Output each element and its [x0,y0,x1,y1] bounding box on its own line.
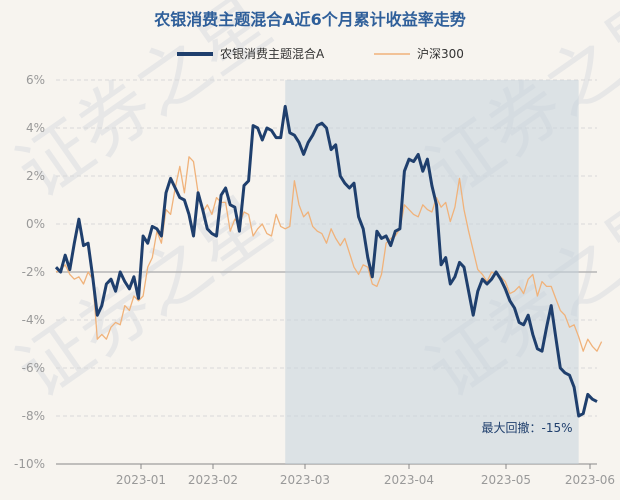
y-tick-label: 2% [26,169,45,183]
y-tick-label: -2% [22,265,45,279]
x-tick-label: 2023-05 [481,473,531,487]
y-tick-label: -4% [22,313,45,327]
max-drawdown-note: 最大回撤：-15% [481,420,572,435]
series-lines [54,104,603,418]
y-tick-label: 6% [26,73,45,87]
x-tick-label: 2023-02 [188,473,238,487]
series-line-fund [54,104,598,418]
y-tick-label: 4% [26,121,45,135]
legend: 农银消费主题混合A 沪深300 [177,46,464,61]
x-axis-ticks: 2023-01 2023-02 2023-03 2023-04 2023-05 2023-… [116,464,615,487]
series-line-index [55,156,603,352]
y-axis-ticks: 6% 4% 2% 0% -2% -4% -6% -8% -10% [14,73,45,471]
x-tick-label: 2023-01 [116,473,166,487]
y-tick-label: -8% [22,409,45,423]
x-tick-label: 2023-03 [280,473,330,487]
legend-index-label: 沪深300 [417,47,464,61]
legend-fund-label: 农银消费主题混合A [220,46,325,61]
y-tick-label: 0% [26,217,45,231]
drawdown-area [285,80,579,464]
y-tick-label: -6% [22,361,45,375]
drawdown-shade [285,80,579,464]
x-tick-label: 2023-06 [565,473,615,487]
y-tick-label: -10% [14,457,45,471]
chart-title: 农银消费主题混合A近6个月累计收益率走势 [153,10,466,29]
x-tick-label: 2023-04 [384,473,434,487]
